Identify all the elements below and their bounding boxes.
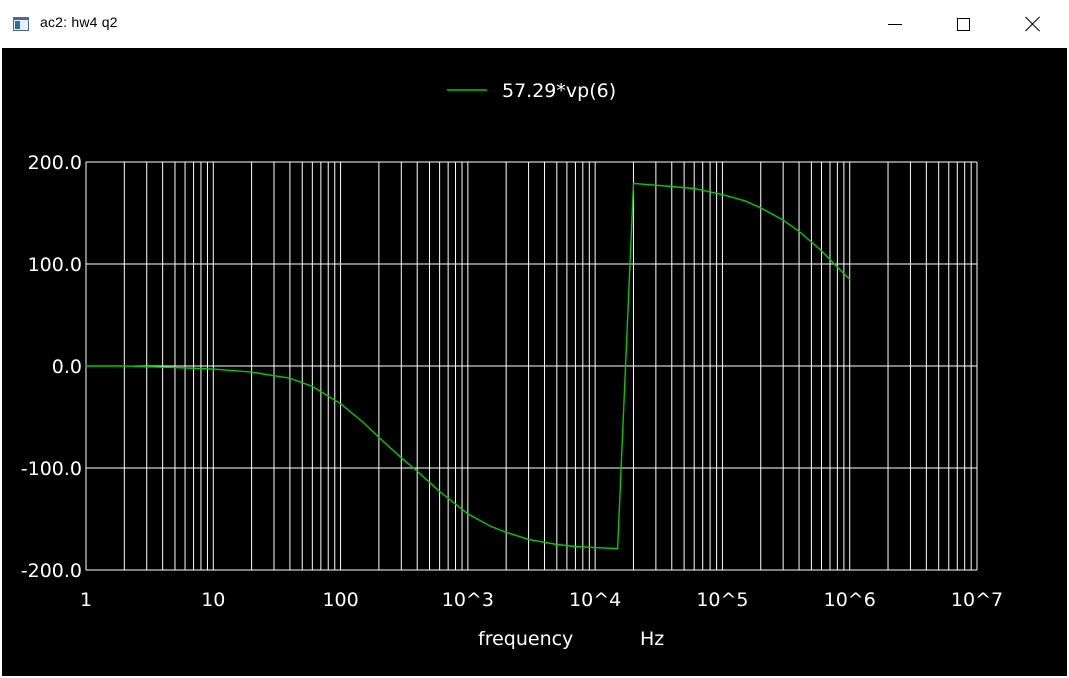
legend: 57.29*vp(6) [447, 80, 616, 102]
data-point [339, 403, 342, 405]
data-point [439, 490, 441, 493]
data-point [820, 250, 823, 252]
data-point [416, 470, 418, 472]
data-point [574, 545, 577, 548]
x-tick-label: 10^4 [569, 589, 621, 611]
y-tick-label: -100.0 [21, 458, 82, 480]
y-tick-label: -200.0 [21, 560, 82, 582]
data-point [527, 538, 530, 540]
data-point [174, 366, 176, 369]
maximize-icon [956, 17, 970, 31]
y-tick-label: 100.0 [28, 254, 82, 276]
data-point [123, 365, 125, 367]
x-tick-label: 10^6 [824, 589, 876, 611]
data-point [467, 513, 469, 515]
x-tick-label: 10^7 [951, 589, 1003, 611]
data-point [378, 436, 380, 438]
data-point [782, 219, 784, 221]
window-title: ac2: hw4 q2 [40, 14, 118, 30]
data-point [85, 365, 87, 367]
data-point [556, 543, 558, 546]
data-point [798, 230, 800, 232]
x-axis-label: frequency [478, 628, 573, 650]
x-tick-labels: 1 10 100 10^3 10^4 10^5 10^6 10^7 [80, 589, 1003, 611]
data-point [836, 266, 838, 268]
y-tick-labels: 200.0 100.0 0.0 -100.0 -200.0 [21, 152, 82, 582]
data-point [645, 183, 647, 186]
close-icon [1025, 16, 1041, 32]
data-point [632, 182, 635, 185]
x-tick-label: 1 [80, 589, 92, 611]
title-bar[interactable]: ac2: hw4 q2 [0, 0, 1069, 48]
data-point [400, 457, 402, 459]
data-point [489, 525, 491, 527]
data-point [744, 200, 746, 202]
grid [85, 161, 978, 571]
plot-area: 200.0 100.0 0.0 -100.0 -200.0 1 10 100 10^3 10^4… [2, 48, 1067, 676]
x-tick-label: 10 [201, 589, 225, 611]
close-button[interactable] [1010, 0, 1056, 48]
app-icon [13, 17, 29, 31]
data-point [671, 185, 673, 188]
maximize-button[interactable] [940, 0, 986, 48]
data-point [693, 187, 695, 190]
x-tick-label: 100 [322, 589, 358, 611]
x-tick-label: 10^3 [442, 589, 494, 611]
y-tick-label: 200.0 [28, 152, 82, 174]
minimize-icon [888, 23, 902, 25]
data-point [212, 368, 214, 370]
data-point [721, 194, 724, 196]
data-point [362, 421, 364, 423]
data-point [505, 531, 507, 533]
data-point [760, 207, 762, 209]
x-tick-label: 10^5 [696, 589, 748, 611]
x-axis-unit: Hz [640, 628, 664, 650]
minimize-button[interactable] [872, 0, 918, 48]
phase-chart: 200.0 100.0 0.0 -100.0 -200.0 1 10 100 10^3 10^4… [21, 80, 1003, 650]
legend-label: 57.29*vp(6) [502, 80, 616, 102]
data-point [849, 278, 851, 280]
data-point [616, 547, 619, 550]
data-point [251, 371, 253, 373]
series-group [85, 182, 851, 550]
y-tick-label: 0.0 [52, 356, 82, 378]
data-point [594, 546, 596, 549]
data-point [311, 385, 313, 387]
data-point [289, 377, 291, 379]
